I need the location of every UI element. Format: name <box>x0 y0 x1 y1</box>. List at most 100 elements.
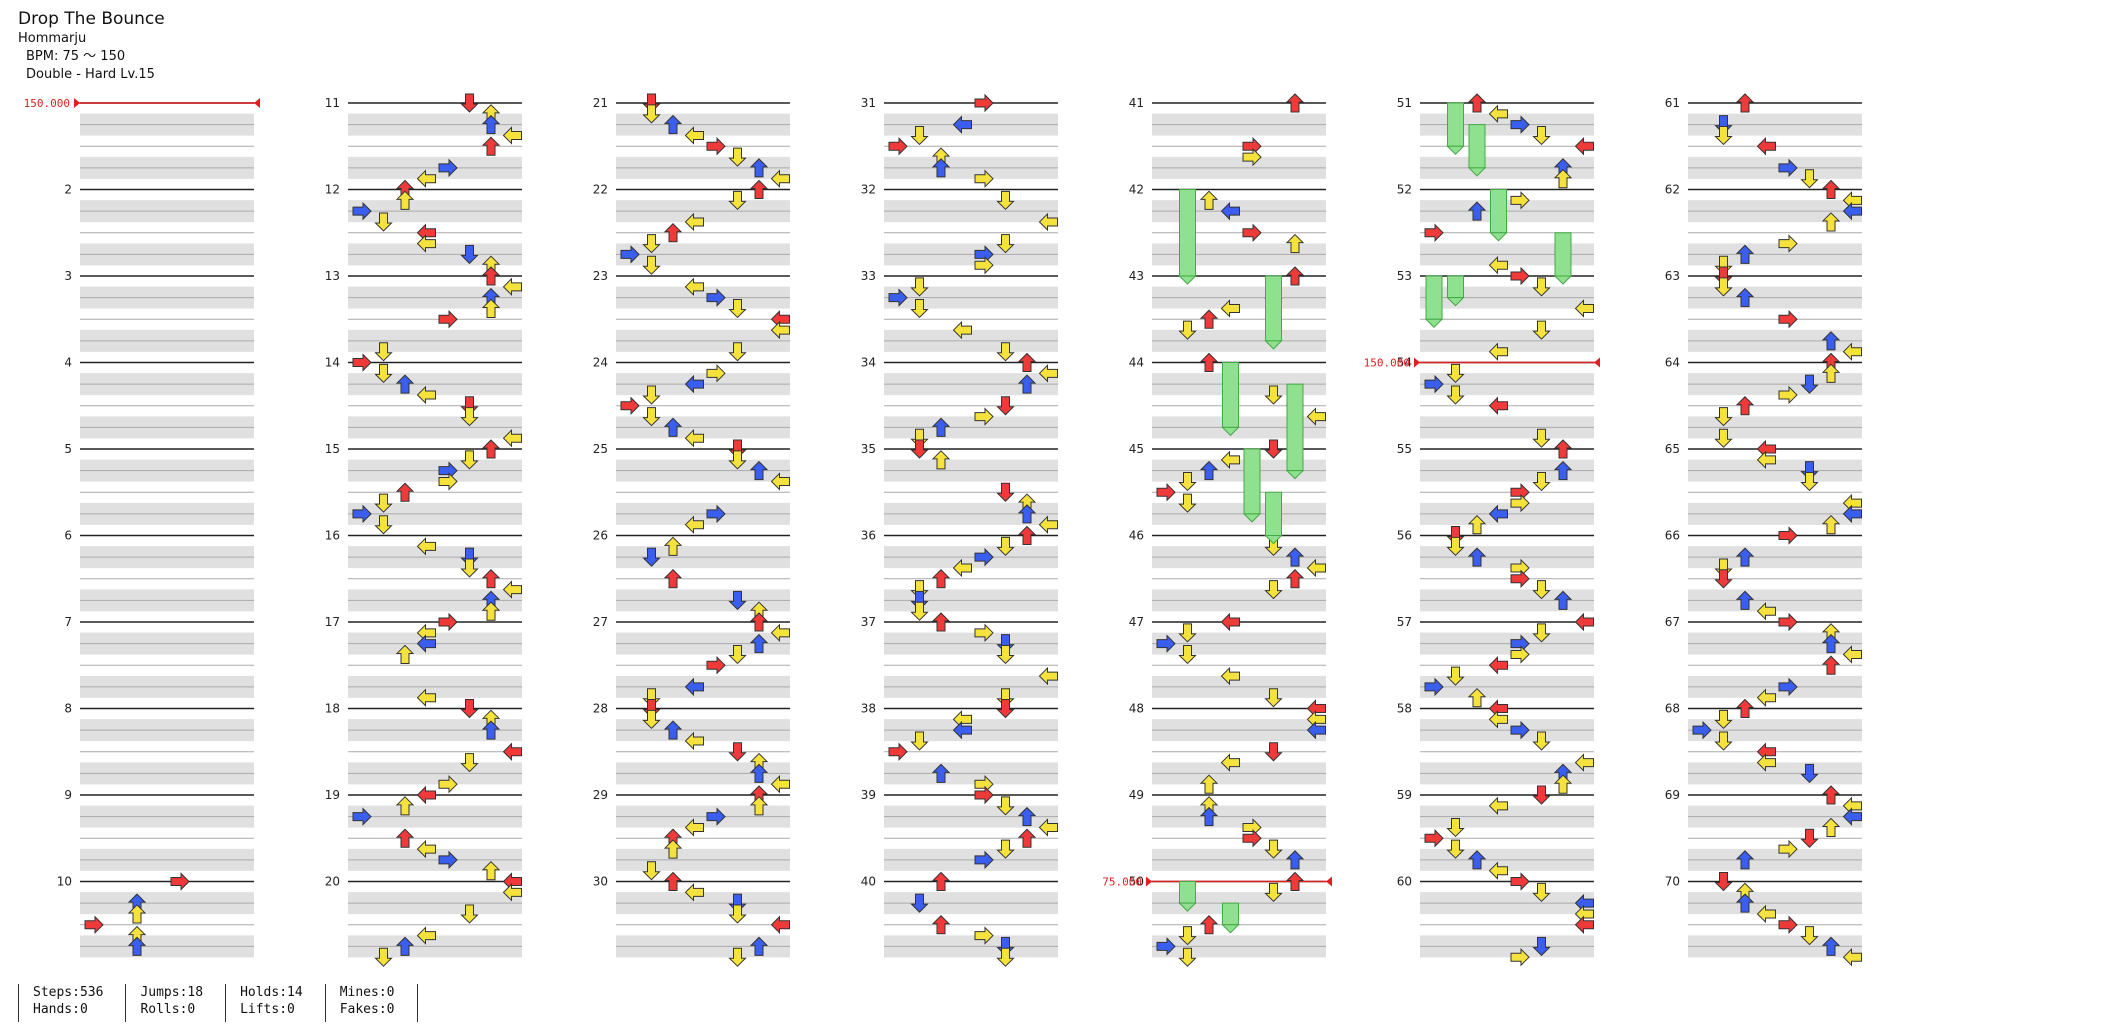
arrow-note <box>1264 742 1283 762</box>
arrow-note <box>416 634 436 653</box>
arrow-note <box>770 320 790 340</box>
arrow-note <box>1306 699 1326 718</box>
hold-tail <box>1178 275 1197 285</box>
arrow-note <box>1532 471 1551 492</box>
arrow-note <box>952 320 972 340</box>
arrow-note <box>931 915 951 935</box>
measure-number: 50 <box>1129 875 1144 889</box>
arrow-note <box>460 450 479 470</box>
arrow-note <box>1488 861 1508 880</box>
arrow-note <box>1424 374 1444 394</box>
arrow-note <box>1488 255 1508 275</box>
arrow-note <box>1510 191 1530 210</box>
arrow-note <box>770 310 790 329</box>
arrow-note <box>1017 374 1037 394</box>
arrow-note <box>706 137 726 156</box>
arrow-note <box>1488 504 1508 524</box>
hold-tail <box>1489 232 1508 242</box>
measure-number: 33 <box>861 269 876 283</box>
arrow-note <box>1220 612 1240 632</box>
arrow-note <box>1510 483 1530 502</box>
arrow-note <box>374 212 393 232</box>
arrow-note <box>1553 774 1573 794</box>
arrow-note <box>416 785 436 805</box>
arrow-note <box>395 482 415 502</box>
arrow-note <box>1756 137 1776 156</box>
arrow-note <box>1446 666 1465 686</box>
measure-number: 53 <box>1397 269 1412 283</box>
arrow-note <box>1285 233 1305 254</box>
arrow-note <box>1467 547 1487 567</box>
arrow-note <box>1285 850 1305 870</box>
arrow-note <box>502 742 522 761</box>
arrow-note <box>1532 731 1551 751</box>
arrow-note <box>170 872 190 891</box>
arrow-note <box>1264 688 1283 708</box>
stat-column: Jumps:18 Rolls:0 <box>125 984 225 1022</box>
measure-number: 7 <box>64 615 72 629</box>
arrow-note <box>1821 514 1841 535</box>
arrow-note <box>1778 839 1798 859</box>
hold-tail <box>1285 470 1305 480</box>
hold-body <box>1286 383 1304 472</box>
arrow-note <box>1532 882 1551 903</box>
arrow-note <box>974 169 994 188</box>
stat-lifts: Lifts:0 <box>240 1002 295 1017</box>
arrow-note <box>1285 93 1305 113</box>
arrow-note <box>910 601 929 621</box>
arrow-note <box>770 774 790 794</box>
measure-number: 15 <box>325 442 340 456</box>
arrow-note <box>728 590 747 611</box>
measure-number: 30 <box>593 875 608 889</box>
measure-number: 36 <box>861 529 876 543</box>
arrow-note <box>996 190 1015 211</box>
arrow-note <box>1532 428 1551 448</box>
arrow-note <box>642 385 661 405</box>
arrow-note <box>706 288 726 307</box>
hold-body <box>1265 491 1282 536</box>
arrow-note <box>974 547 994 567</box>
measure-number: 51 <box>1397 96 1412 110</box>
arrow-note <box>1017 504 1037 524</box>
hold-body <box>1243 448 1261 515</box>
hold-body <box>1179 189 1196 277</box>
arrow-note <box>888 137 908 156</box>
arrow-note <box>1714 407 1733 427</box>
arrow-note <box>1285 871 1305 891</box>
arrow-note <box>706 807 726 826</box>
measure-number: 29 <box>593 788 608 802</box>
measure-number: 47 <box>1129 615 1144 629</box>
measure-number: 11 <box>325 96 340 110</box>
arrow-note <box>684 126 704 145</box>
measure-number: 28 <box>593 702 608 716</box>
arrow-note <box>1488 396 1508 415</box>
measure-number: 10 <box>57 875 72 889</box>
arrow-note <box>749 796 769 816</box>
arrow-note <box>481 298 501 318</box>
measure-number: 69 <box>1665 788 1680 802</box>
arrow-note <box>1488 699 1508 718</box>
measure-number: 49 <box>1129 788 1144 802</box>
bpm-marker-end <box>1326 876 1332 887</box>
measure-number: 52 <box>1397 183 1412 197</box>
song-difficulty: Double - Hard Lv.15 <box>26 67 155 82</box>
hold-tail <box>1424 318 1444 328</box>
arrow-note <box>1017 352 1037 372</box>
arrow-note <box>663 536 683 556</box>
arrow-note <box>974 93 994 113</box>
arrow-note <box>1017 806 1037 827</box>
measure-number: 39 <box>861 788 876 802</box>
bpm-marker-end <box>254 98 260 108</box>
arrow-note <box>1156 634 1176 653</box>
arrow-note <box>1178 493 1197 513</box>
arrow-note <box>1306 558 1326 578</box>
arrow-note <box>1199 806 1219 827</box>
arrow-note <box>684 374 704 394</box>
arrow-note <box>460 407 479 427</box>
arrow-note <box>374 342 393 362</box>
arrow-note <box>502 580 522 599</box>
measure-number: 42 <box>1129 183 1144 197</box>
arrow-note <box>1467 850 1487 870</box>
arrow-note <box>663 871 683 891</box>
hold-tail <box>1178 902 1197 912</box>
